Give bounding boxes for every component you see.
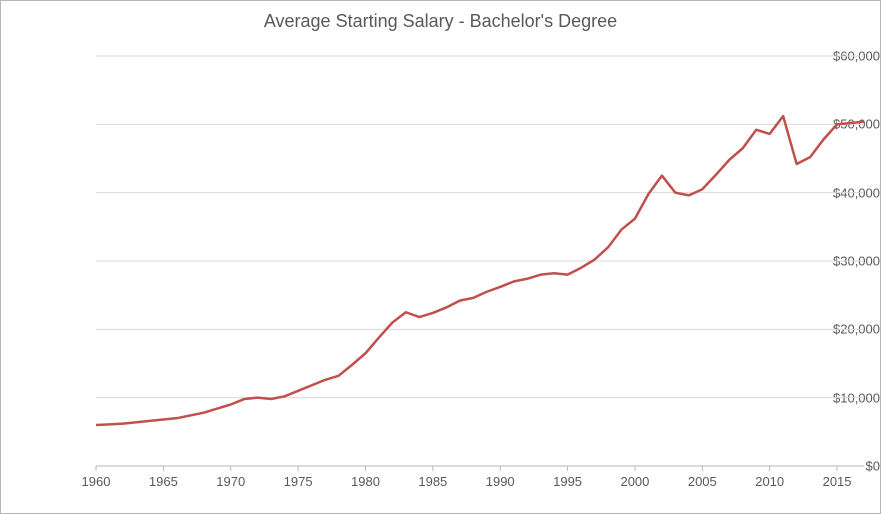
x-tick-label: 1960 <box>82 474 111 489</box>
chart-frame: Average Starting Salary - Bachelor's Deg… <box>0 0 881 514</box>
x-tick-label: 2005 <box>688 474 717 489</box>
x-tick-label: 2010 <box>755 474 784 489</box>
x-tick-label: 1970 <box>216 474 245 489</box>
series-salary <box>96 116 864 425</box>
plot-area <box>96 56 864 466</box>
chart-title: Average Starting Salary - Bachelor's Deg… <box>1 11 880 32</box>
x-tick-label: 2000 <box>620 474 649 489</box>
x-tick-label: 1985 <box>418 474 447 489</box>
x-tick-label: 1965 <box>149 474 178 489</box>
x-tick-label: 1975 <box>284 474 313 489</box>
x-tick-label: 1990 <box>486 474 515 489</box>
x-tick-label: 1980 <box>351 474 380 489</box>
x-tick-label: 2015 <box>823 474 852 489</box>
x-tick-label: 1995 <box>553 474 582 489</box>
